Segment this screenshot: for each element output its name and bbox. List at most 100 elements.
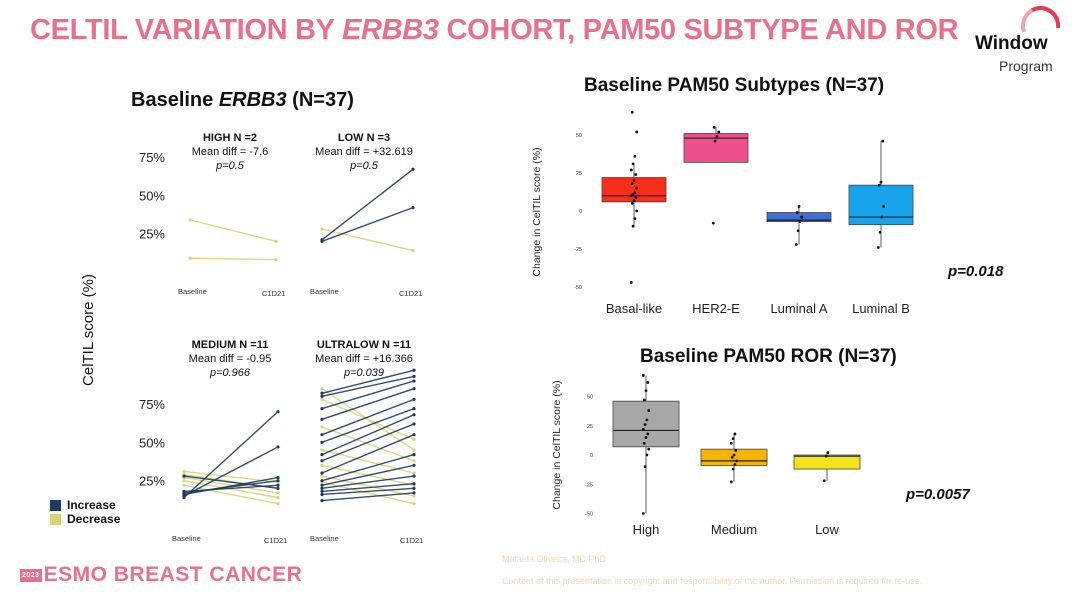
subtypes-ytick-4: -50 (574, 285, 582, 291)
series-line-ultralow-13 (321, 414, 415, 456)
panel-high-title: HIGH N =2 Mean diff = -7,6 p=0.5 (170, 131, 290, 173)
ror-point-high-7 (641, 427, 645, 431)
subtypes-point-basal-like-11 (630, 182, 634, 186)
legend-swatch-increase (50, 499, 61, 511)
subtypes-point-basal-like-17 (635, 130, 639, 134)
subtypes-point-luminal-b-6 (881, 139, 885, 143)
subtypes-ylabel: Change in CelTIL score (%) (531, 147, 543, 276)
subtypes-point-luminal-b-1 (878, 230, 882, 234)
point-ultralow-15-c1d21 (412, 433, 416, 437)
point-medium-10-c1d21 (276, 486, 280, 490)
series-line-medium-7 (183, 476, 279, 496)
point-ultralow-14-c1d21 (412, 422, 416, 426)
point-ultralow-9-baseline (320, 407, 324, 411)
subtypes-point-basal-like-15 (631, 162, 635, 166)
ror-point-low-1 (824, 454, 828, 458)
ror-point-medium-1 (731, 467, 735, 471)
series-line-ultralow-20 (321, 487, 415, 496)
subtypes-point-basal-like-4 (630, 202, 634, 205)
panel-medium-pvalue: p=0.966 (209, 367, 251, 379)
point-ultralow-21-baseline (320, 499, 324, 503)
legend-item-decrease: Decrease (50, 512, 120, 526)
subtypes-point-basal-like-18 (630, 110, 634, 114)
footer-brand-text: ESMO BREAST CANCER (43, 563, 303, 586)
subtypes-point-luminal-a-4 (795, 211, 799, 214)
point-medium-7-c1d21 (276, 476, 280, 480)
erbb3-spaghetti-plots: 75% 50% 25% Baseline C1D21 Baseline C1D21 75% 50… (139, 150, 423, 545)
series-line-medium-2 (183, 476, 279, 494)
ror-ytick-4: -50 (585, 512, 593, 518)
ror-category-low: Low (815, 522, 839, 537)
point-ultralow-20-baseline (320, 492, 324, 497)
subtypes-point-her2-e-1 (713, 139, 717, 143)
panel-medium-subtitle: Mean diff = -0.95 (188, 353, 272, 365)
point-low-0-baseline (320, 227, 324, 231)
point-medium-6-c1d21 (276, 445, 280, 449)
subtypes-point-luminal-a-0 (794, 243, 798, 246)
point-ultralow-11-c1d21 (412, 397, 416, 401)
series-line-high-0 (189, 219, 277, 243)
point-ultralow-5-c1d21 (412, 494, 416, 498)
point-ultralow-3-c1d21 (412, 471, 416, 475)
xtick-low-1: C1D21 (399, 289, 422, 298)
ror-point-high-13 (646, 381, 650, 384)
ror-category-high: High (633, 522, 660, 537)
point-ultralow-13-c1d21 (412, 413, 416, 417)
point-medium-8-c1d21 (276, 479, 280, 483)
point-ultralow-1-c1d21 (412, 437, 416, 441)
series-line-ultralow-2 (321, 426, 415, 462)
subtypes-point-basal-like-2 (633, 217, 637, 220)
footer-copyright: Content of this presentation is copyrigh… (502, 576, 923, 586)
subtypes-category-luminal-b: Luminal B (852, 301, 910, 316)
subtypes-point-basal-like-5 (632, 198, 636, 202)
xtick-ultralow-1: C1D21 (400, 536, 423, 545)
subtypes-ytick-1: 25 (576, 171, 582, 177)
legend-swatch-decrease (50, 513, 61, 525)
series-line-ultralow-14 (321, 423, 415, 462)
ror-point-high-2 (645, 453, 649, 457)
point-high-0-c1d21 (274, 239, 278, 243)
ror-box-low (793, 454, 861, 470)
point-ultralow-8-c1d21 (412, 374, 416, 378)
point-ultralow-2-c1d21 (412, 459, 416, 463)
subtypes-category-luminal-a: Luminal A (770, 301, 827, 316)
ror-point-high-8 (643, 423, 647, 426)
point-ultralow-19-c1d21 (412, 482, 416, 486)
left-section-title: Baseline ERBB3 (N=37) (131, 89, 354, 111)
series-line-medium-6 (183, 446, 279, 497)
point-ultralow-10-c1d21 (412, 387, 416, 391)
logo-arc-icon (1020, 6, 1061, 33)
ror-point-medium-6 (734, 448, 738, 452)
point-ultralow-15-baseline (320, 471, 324, 475)
panel-high-subtitle: Mean diff = -7,6 (191, 146, 269, 158)
ror-point-medium-8 (731, 437, 735, 441)
ror-category-medium: Medium (711, 522, 757, 537)
subtypes-point-her2-e-4 (712, 126, 716, 129)
point-medium-0-baseline (182, 469, 186, 474)
point-ultralow-11-baseline (320, 433, 324, 437)
series-line-medium-10 (183, 475, 279, 490)
point-medium-10-baseline (182, 474, 186, 478)
ror-point-medium-0 (729, 480, 733, 484)
series-line-ultralow-15 (321, 434, 415, 474)
point-ultralow-21-c1d21 (412, 491, 416, 495)
subtypes-point-basal-like-0 (629, 281, 633, 284)
series-line-ultralow-10 (321, 388, 415, 420)
point-medium-9-baseline (182, 489, 186, 493)
box-plots: Change in CelTIL score (%) 50 25 0 -25 -50 Bas… (531, 110, 914, 537)
series-line-ultralow-5 (321, 475, 415, 497)
ror-point-medium-7 (729, 441, 733, 445)
series-line-ultralow-1 (321, 398, 415, 440)
series-line-ultralow-16 (321, 453, 415, 482)
ror-point-high-10 (647, 409, 651, 412)
subtypes-point-basal-like-10 (635, 186, 639, 190)
panel-high-title-line: HIGH N =2 (202, 132, 258, 144)
point-ultralow-7-c1d21 (412, 368, 416, 372)
panel-low-subtitle: Mean diff = +32.619 (315, 146, 413, 158)
subtypes-point-basal-like-12 (632, 179, 636, 182)
series-line-high-1 (189, 257, 277, 261)
subtypes-point-luminal-a-1 (796, 229, 800, 233)
point-ultralow-17-baseline (320, 483, 324, 487)
point-low-1-c1d21 (411, 167, 415, 171)
ror-ytick-2: 0 (590, 453, 593, 459)
